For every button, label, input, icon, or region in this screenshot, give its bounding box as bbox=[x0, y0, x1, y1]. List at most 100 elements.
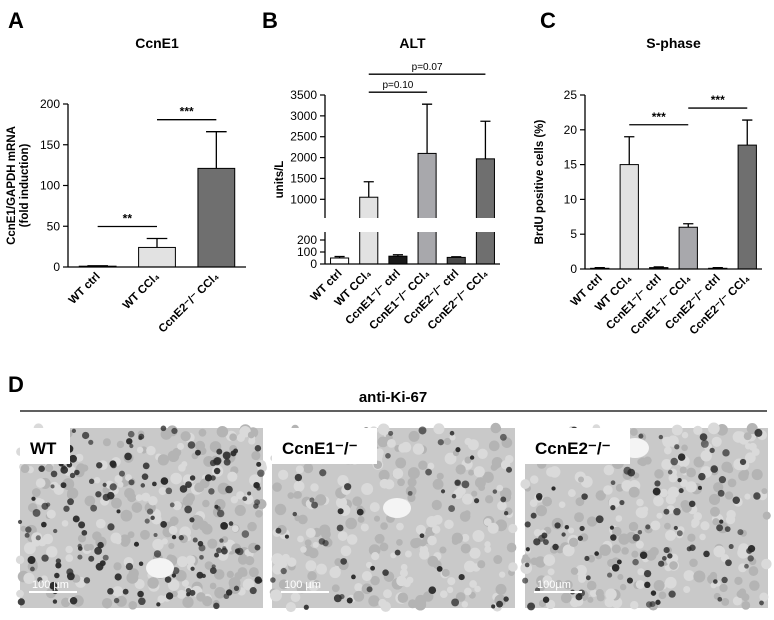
cell bbox=[378, 423, 390, 435]
nucleus bbox=[638, 434, 643, 439]
nucleus bbox=[119, 471, 125, 477]
cell bbox=[157, 595, 165, 603]
cell bbox=[308, 548, 318, 558]
nucleus bbox=[322, 540, 328, 546]
y-tick-label: 15 bbox=[564, 158, 578, 172]
cell bbox=[508, 562, 517, 571]
nucleus bbox=[77, 555, 82, 560]
cell bbox=[32, 488, 41, 497]
cell bbox=[542, 497, 552, 507]
nucleus bbox=[128, 431, 135, 438]
cell bbox=[499, 572, 505, 578]
cell bbox=[159, 487, 167, 495]
nucleus bbox=[199, 545, 206, 552]
cell bbox=[103, 438, 111, 446]
nucleus bbox=[224, 459, 231, 466]
nucleus bbox=[607, 573, 612, 578]
nucleus bbox=[231, 450, 237, 456]
error-bar bbox=[742, 120, 752, 145]
nucleus bbox=[651, 590, 656, 595]
nucleus bbox=[116, 509, 120, 513]
cell bbox=[94, 477, 100, 483]
nucleus bbox=[455, 447, 460, 452]
y-tick-label: 1500 bbox=[290, 171, 317, 185]
cell bbox=[741, 601, 750, 610]
nucleus bbox=[594, 551, 599, 556]
cell bbox=[468, 439, 479, 450]
nucleus bbox=[357, 509, 364, 516]
nucleus bbox=[172, 535, 176, 539]
nucleus bbox=[25, 533, 30, 538]
chart-title: S-phase bbox=[646, 35, 701, 51]
cell bbox=[620, 584, 626, 590]
nucleus bbox=[667, 553, 672, 558]
nucleus bbox=[28, 556, 36, 564]
nucleus bbox=[53, 529, 57, 533]
nucleus bbox=[437, 566, 443, 572]
cell bbox=[177, 556, 188, 567]
significance-label: *** bbox=[652, 110, 666, 124]
cell bbox=[596, 589, 604, 597]
cell bbox=[380, 479, 390, 489]
nucleus bbox=[253, 482, 260, 489]
nucleus bbox=[596, 515, 604, 523]
cell bbox=[146, 446, 155, 455]
nucleus bbox=[748, 545, 755, 552]
nucleus bbox=[138, 436, 142, 440]
cell bbox=[361, 523, 369, 531]
y-tick-label: 20 bbox=[564, 123, 578, 137]
nucleus bbox=[388, 431, 393, 436]
nucleus bbox=[395, 550, 401, 556]
nucleus bbox=[161, 477, 169, 485]
nucleus bbox=[145, 518, 150, 523]
nucleus bbox=[110, 460, 117, 467]
cell bbox=[665, 577, 677, 589]
y-axis-label: units/L bbox=[274, 161, 286, 199]
nucleus bbox=[454, 479, 461, 486]
y-tick-label: 200 bbox=[297, 233, 317, 247]
cell bbox=[124, 488, 135, 499]
cell bbox=[238, 555, 248, 565]
cell bbox=[630, 601, 638, 609]
nucleus bbox=[219, 538, 223, 542]
nucleus bbox=[225, 486, 233, 494]
nucleus bbox=[753, 492, 760, 499]
nucleus bbox=[552, 544, 558, 550]
cell bbox=[370, 502, 380, 512]
cell bbox=[398, 443, 407, 452]
nucleus bbox=[161, 426, 167, 432]
cell bbox=[752, 469, 763, 480]
nucleus bbox=[221, 548, 228, 555]
nucleus bbox=[565, 525, 569, 529]
cell bbox=[686, 468, 696, 478]
nucleus bbox=[229, 521, 234, 526]
nucleus bbox=[461, 480, 469, 488]
error-bar bbox=[451, 257, 461, 258]
cell bbox=[437, 473, 444, 480]
nucleus bbox=[250, 587, 257, 594]
cell bbox=[148, 496, 158, 506]
nucleus bbox=[698, 473, 705, 480]
cell bbox=[493, 555, 502, 564]
cell bbox=[371, 552, 379, 560]
cell bbox=[469, 548, 480, 559]
nucleus bbox=[138, 597, 146, 605]
cell bbox=[749, 566, 759, 576]
nucleus bbox=[500, 497, 506, 503]
cell bbox=[113, 562, 121, 570]
nucleus bbox=[646, 601, 652, 607]
nucleus bbox=[451, 598, 459, 606]
cell bbox=[507, 543, 517, 553]
nucleus bbox=[220, 522, 228, 530]
nucleus bbox=[96, 563, 104, 571]
nucleus bbox=[623, 467, 631, 475]
cell bbox=[432, 516, 441, 525]
cell bbox=[111, 498, 122, 509]
nucleus bbox=[718, 490, 725, 497]
cell bbox=[680, 466, 687, 473]
significance-label: *** bbox=[180, 105, 194, 119]
cell bbox=[636, 499, 644, 507]
y-tick-label: 5 bbox=[570, 227, 577, 241]
nucleus bbox=[725, 526, 731, 532]
nucleus bbox=[154, 550, 161, 557]
